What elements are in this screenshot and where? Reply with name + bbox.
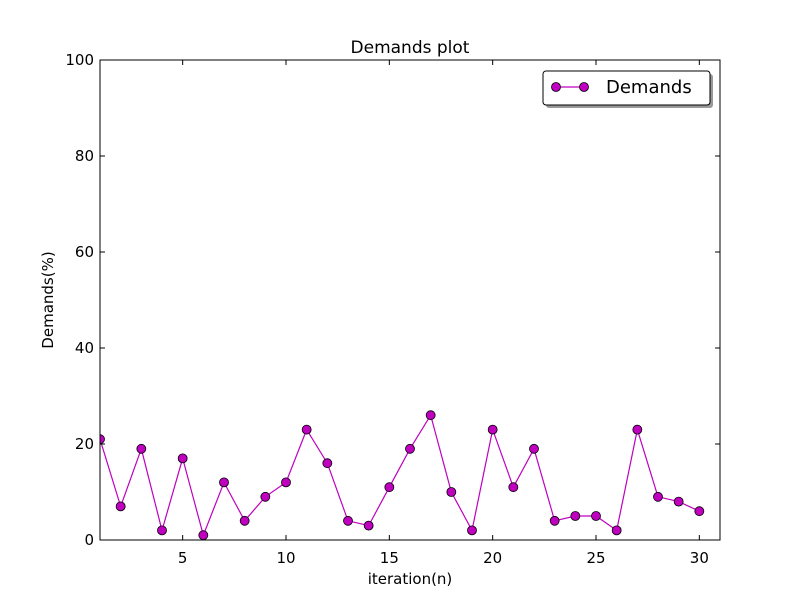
tick-layer: 5 10 15 20 25 30 0 20 40 60 80 100 xyxy=(65,51,720,567)
data-point xyxy=(446,487,457,497)
plot-area xyxy=(100,60,720,540)
data-point xyxy=(239,515,250,526)
x-tick-label: 20 xyxy=(483,549,502,567)
x-tick-label: 10 xyxy=(276,549,295,567)
data-point xyxy=(177,453,188,464)
data-point xyxy=(487,424,498,435)
x-tick-label: 15 xyxy=(380,549,399,567)
data-point xyxy=(219,477,229,488)
y-axis-label: Demands(%) xyxy=(39,251,57,348)
data-point xyxy=(301,424,312,435)
data-point xyxy=(363,520,374,531)
data-point xyxy=(673,496,684,507)
data-point xyxy=(549,515,560,526)
data-point xyxy=(322,458,333,469)
data-point xyxy=(653,491,663,502)
y-tick-label: 100 xyxy=(65,51,94,69)
data-point xyxy=(529,443,539,454)
data-point xyxy=(136,443,147,454)
legend-box xyxy=(542,70,711,106)
data-point xyxy=(425,410,436,421)
data-point xyxy=(115,501,126,512)
y-tick-label: 60 xyxy=(75,243,94,261)
data-point xyxy=(343,515,353,526)
data-point xyxy=(157,525,167,536)
y-tick-label: 0 xyxy=(84,531,94,549)
x-tick-label: 5 xyxy=(178,549,188,567)
x-tick-label: 25 xyxy=(586,549,605,567)
legend-marker-demands xyxy=(579,82,589,92)
data-point xyxy=(100,434,105,445)
data-point xyxy=(611,525,622,536)
data-point xyxy=(467,525,477,536)
legend-marker-demands xyxy=(551,82,561,92)
x-tick-label: 30 xyxy=(690,549,709,567)
chart-title: Demands plot xyxy=(351,38,470,58)
data-point xyxy=(508,482,519,493)
data-point xyxy=(405,443,415,454)
data-point xyxy=(281,477,291,488)
legend-label-demands: Demands xyxy=(606,77,692,98)
data-point xyxy=(632,424,643,435)
data-point xyxy=(260,491,271,502)
y-tick-label: 20 xyxy=(75,435,94,453)
data-point xyxy=(198,530,209,540)
data-point xyxy=(694,506,705,517)
y-tick-label: 40 xyxy=(75,339,94,357)
plot-frame xyxy=(99,59,721,541)
legend: Demands xyxy=(542,70,713,108)
data-point xyxy=(570,511,581,521)
y-tick-label: 80 xyxy=(75,147,94,165)
series-layer xyxy=(100,410,705,540)
data-point xyxy=(591,511,601,521)
series-group xyxy=(100,410,705,540)
x-axis-label: iteration(n) xyxy=(368,570,453,588)
data-point xyxy=(384,482,395,493)
